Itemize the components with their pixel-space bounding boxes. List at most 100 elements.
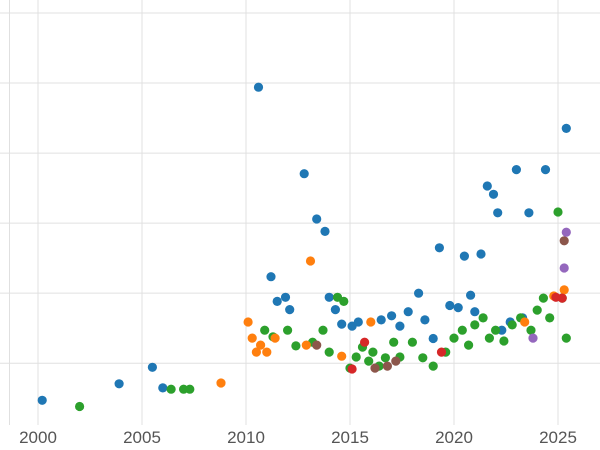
data-point-blue: [37, 395, 47, 405]
data-point-blue: [459, 251, 469, 261]
data-point-brown: [391, 356, 401, 366]
data-point-orange: [559, 285, 569, 295]
data-point-green: [291, 341, 301, 351]
data-point-blue: [280, 292, 291, 302]
data-point-blue: [482, 181, 492, 191]
data-point-green: [538, 293, 549, 303]
data-point-blue: [266, 272, 276, 282]
x-tick-label: 2010: [227, 428, 265, 447]
data-point-green: [478, 313, 488, 323]
data-point-green: [407, 337, 417, 347]
data-point-green: [283, 325, 293, 335]
data-point-brown: [370, 363, 380, 373]
data-point-blue: [324, 292, 334, 302]
data-point-orange: [243, 317, 253, 327]
x-tick-label: 2015: [331, 428, 369, 447]
data-point-blue: [453, 303, 463, 313]
data-point-blue: [299, 169, 309, 179]
data-point-green: [260, 325, 270, 335]
data-point-green: [545, 313, 555, 323]
data-point-green: [351, 352, 361, 362]
data-point-blue: [470, 307, 480, 317]
data-point-blue: [330, 305, 340, 315]
data-point-orange: [262, 347, 272, 357]
data-point-blue: [147, 362, 157, 372]
data-point-brown: [559, 236, 569, 246]
data-point-blue: [320, 226, 330, 236]
data-point-red: [436, 347, 447, 357]
data-point-orange: [270, 333, 280, 343]
data-point-blue: [376, 315, 386, 325]
data-point-orange: [301, 340, 311, 350]
data-point-orange: [216, 378, 226, 388]
data-point-blue: [403, 307, 413, 317]
data-point-purple: [561, 227, 571, 237]
data-point-purple: [559, 263, 569, 273]
data-point-blue: [353, 317, 363, 327]
data-point-green: [470, 320, 480, 330]
x-tick-label: 2005: [123, 428, 161, 447]
data-point-blue: [511, 165, 521, 175]
data-point-blue: [253, 82, 264, 92]
data-point-green: [449, 333, 459, 343]
data-point-blue: [561, 123, 571, 133]
data-point-blue: [466, 290, 476, 300]
data-point-brown: [382, 361, 392, 371]
data-point-green: [368, 347, 378, 357]
data-point-blue: [158, 383, 168, 393]
data-point-green: [318, 325, 328, 335]
data-point-green: [418, 353, 428, 363]
data-point-orange: [251, 347, 261, 357]
data-point-blue: [395, 321, 405, 331]
data-point-green: [389, 337, 399, 347]
data-point-green: [185, 384, 195, 394]
data-point-purple: [528, 333, 538, 343]
data-point-blue: [434, 243, 444, 253]
data-point-blue: [476, 249, 486, 259]
data-point-orange: [256, 340, 266, 350]
data-point-green: [380, 353, 390, 363]
data-point-orange: [305, 256, 316, 266]
data-point-green: [491, 325, 501, 335]
data-point-blue: [445, 300, 455, 311]
data-point-blue: [493, 208, 503, 218]
data-point-orange: [247, 333, 257, 343]
data-point-blue: [337, 319, 347, 329]
data-point-blue: [540, 165, 551, 175]
data-point-blue: [272, 296, 282, 306]
x-tick-label: 2025: [539, 428, 577, 447]
data-point-green: [166, 384, 176, 394]
data-point-blue: [428, 333, 438, 344]
data-point-green: [526, 325, 536, 335]
data-point-brown: [312, 340, 322, 350]
x-tick-label: 2000: [19, 428, 57, 447]
data-point-green: [484, 333, 494, 343]
data-point-orange: [337, 351, 347, 361]
data-point-green: [364, 356, 374, 366]
data-point-blue: [114, 379, 124, 389]
data-point-green: [532, 305, 542, 315]
data-point-orange: [520, 317, 530, 327]
data-point-red: [360, 337, 370, 347]
data-point-blue: [420, 315, 430, 325]
data-point-blue: [285, 305, 295, 315]
data-point-green: [339, 296, 349, 306]
data-point-green: [428, 361, 438, 371]
data-point-green: [561, 333, 571, 343]
data-point-green: [324, 347, 334, 357]
data-point-blue: [414, 288, 424, 298]
data-point-blue: [488, 189, 499, 199]
data-point-green: [457, 325, 467, 335]
data-point-blue: [312, 214, 322, 224]
x-tick-label: 2020: [435, 428, 473, 447]
data-point-green: [553, 207, 563, 217]
data-point-orange: [366, 317, 376, 327]
data-point-green: [499, 336, 509, 346]
data-point-red: [347, 364, 357, 374]
data-point-green: [75, 401, 85, 412]
data-point-green: [507, 320, 517, 330]
data-point-blue: [524, 208, 534, 218]
data-point-blue: [387, 311, 397, 321]
